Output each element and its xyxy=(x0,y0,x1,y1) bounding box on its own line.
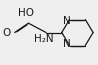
Text: HO: HO xyxy=(18,8,34,18)
Text: N: N xyxy=(63,16,71,26)
Text: H₂N: H₂N xyxy=(34,34,54,44)
Text: N: N xyxy=(63,39,71,49)
Text: O: O xyxy=(2,27,10,38)
